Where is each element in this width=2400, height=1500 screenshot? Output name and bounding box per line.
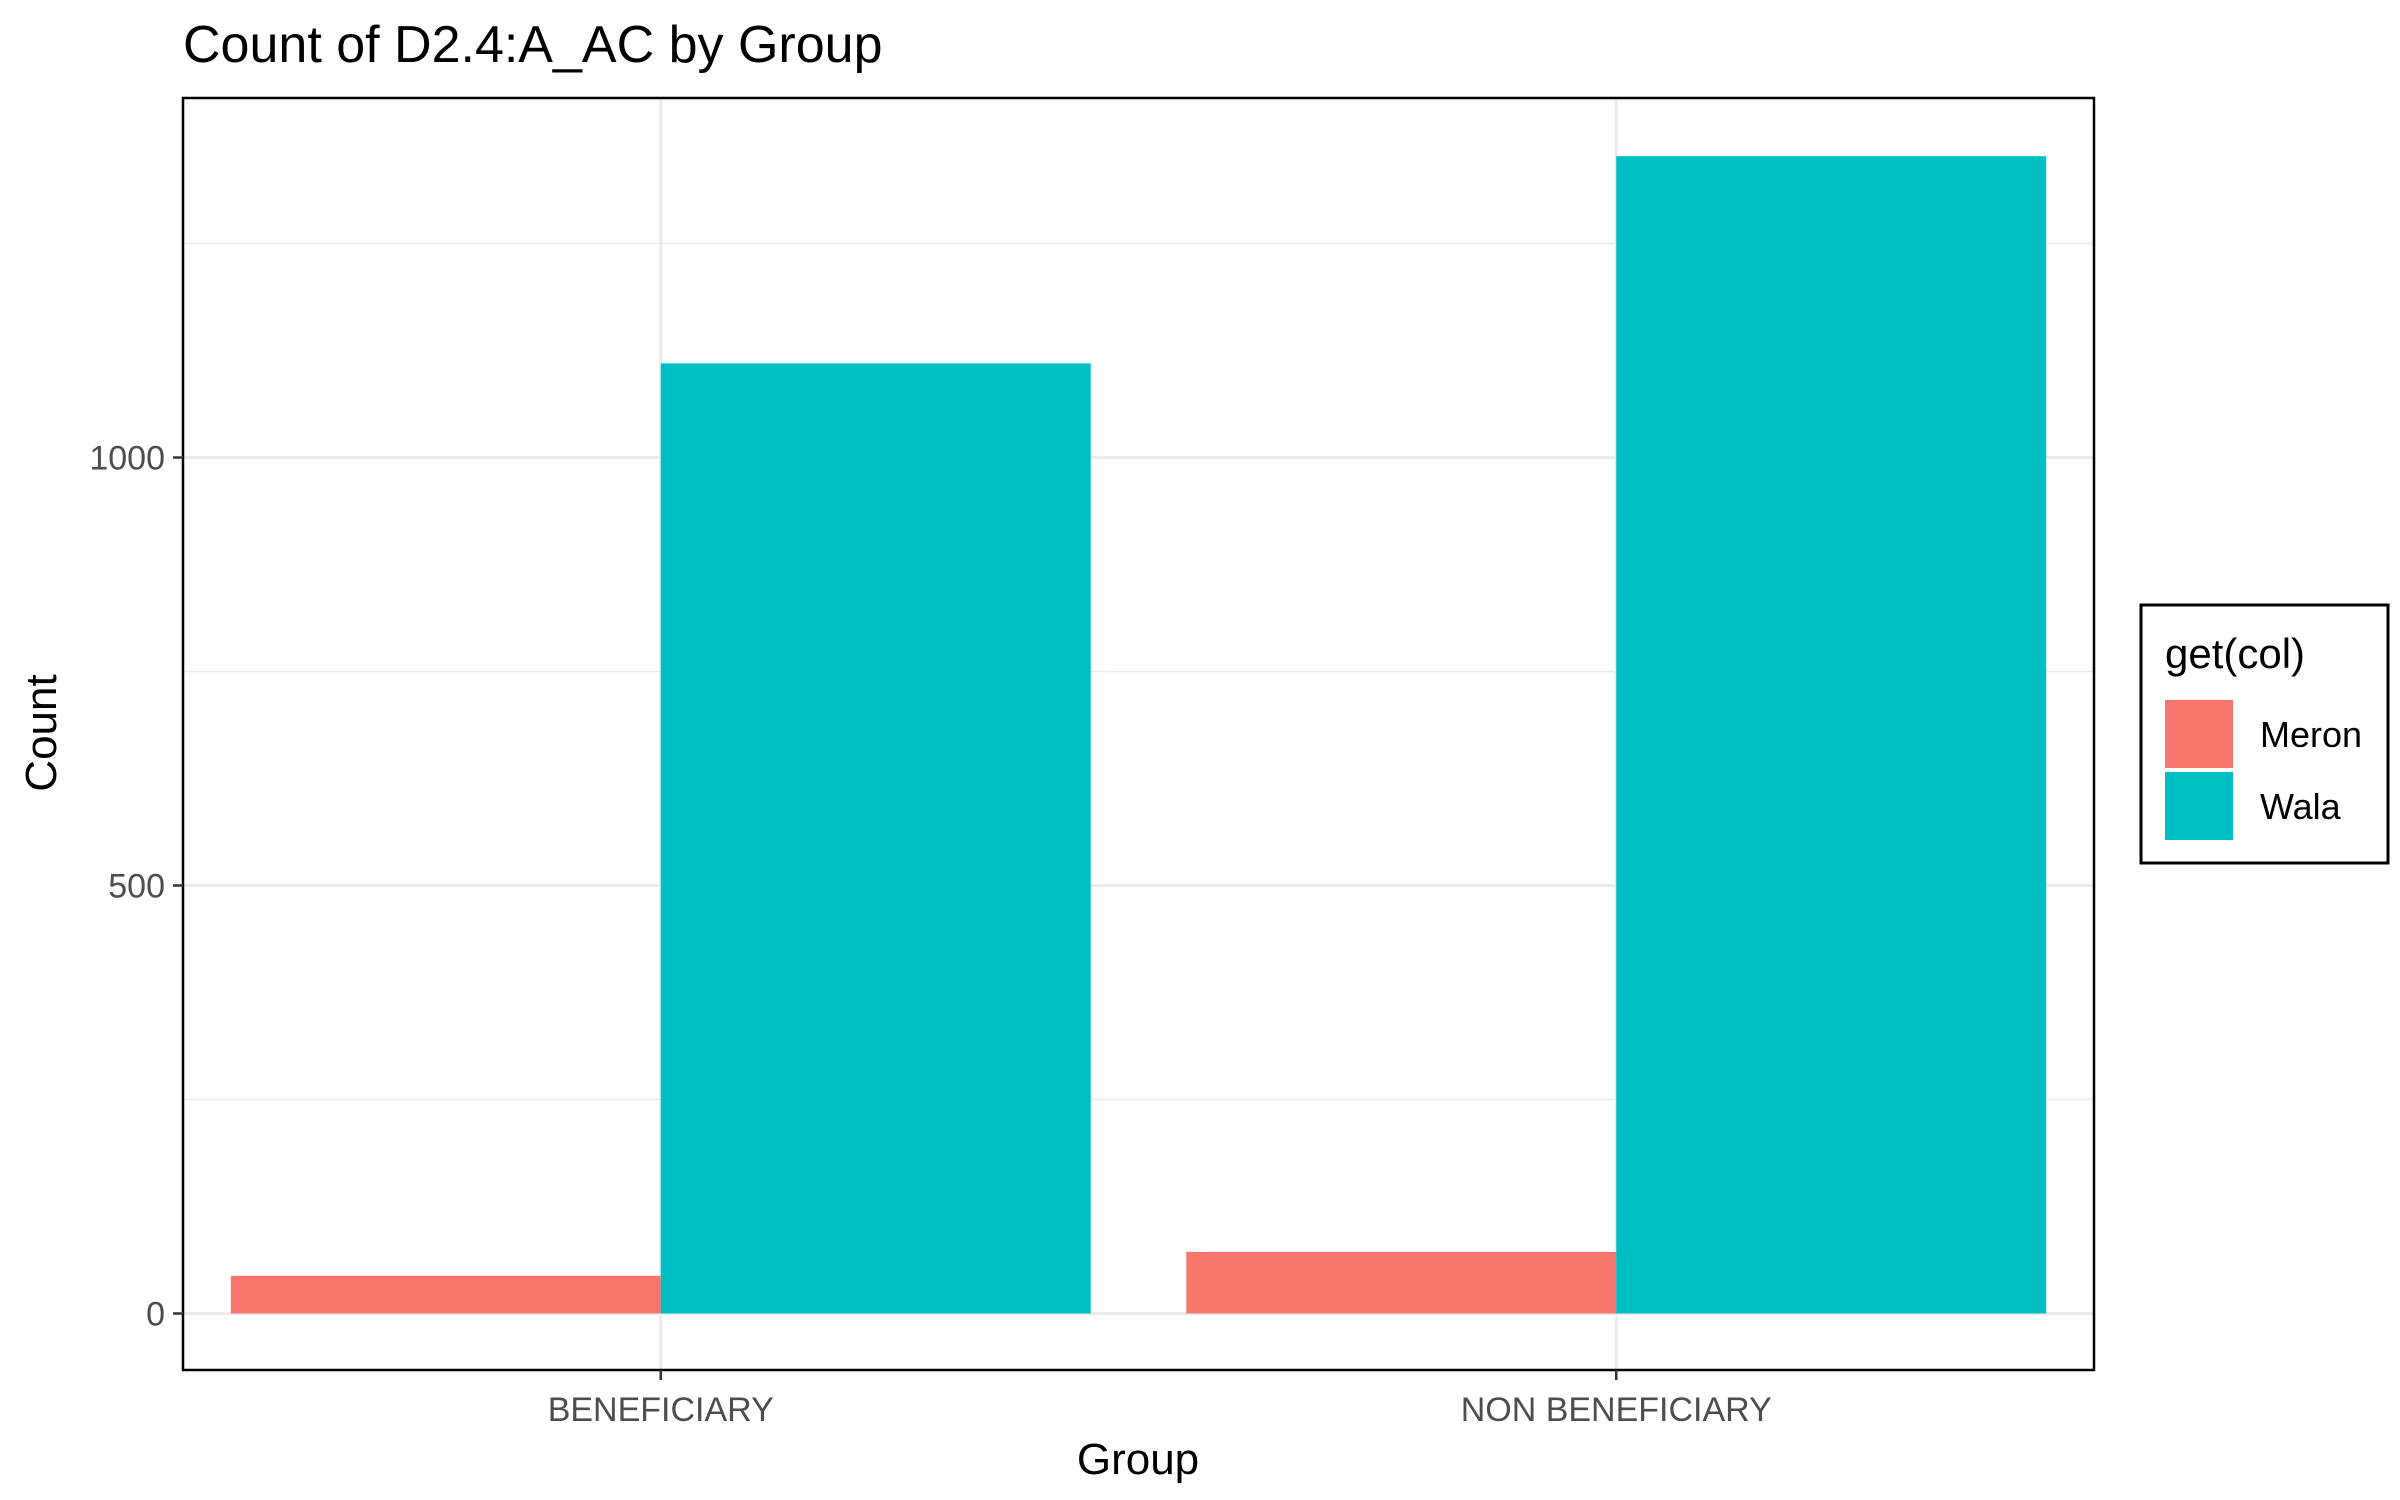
bar-wala-beneficiary [660,363,1091,1314]
x-axis-title: Group [1077,1435,1199,1484]
x-tick-label: NON BENEFICIARY [1461,1391,1772,1429]
x-axis: BENEFICIARY NON BENEFICIARY [548,1370,1772,1429]
x-tick-label: BENEFICIARY [548,1391,774,1429]
legend-items: Meron Wala [2165,700,2362,840]
bar-meron-beneficiary [230,1275,661,1314]
chart-title: Count of D2.4:A_AC by Group [183,16,883,74]
legend: get(col) Meron Wala [2139,603,2390,865]
panel-border [181,96,2096,1372]
legend-label-meron: Meron [2260,714,2362,755]
legend-label-wala: Wala [2260,786,2342,827]
bar-meron-non-beneficiary [1186,1251,1617,1314]
y-tick-label: 1000 [89,440,165,478]
legend-title: get(col) [2165,630,2305,677]
y-axis-title: Count [17,674,66,791]
y-tick-label: 0 [146,1296,165,1334]
legend-key-wala [2165,772,2233,840]
y-axis: 0 500 1000 [89,440,183,1334]
bar-wala-non-beneficiary [1616,156,2047,1314]
bars [230,156,2047,1314]
y-tick-label: 500 [108,868,165,906]
legend-key-meron [2165,700,2233,768]
